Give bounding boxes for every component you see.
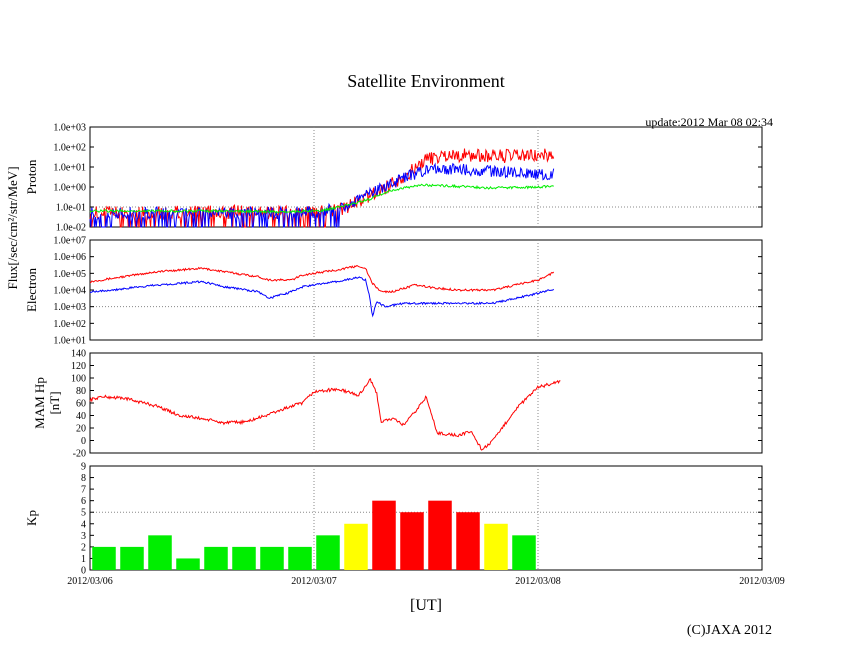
x-tick-label: 2012/03/08 [515, 576, 561, 587]
mam-hp-y-tick-label: -20 [73, 449, 86, 460]
kp-y-tick-label: 5 [81, 508, 86, 519]
proton-panel-frame [89, 126, 763, 228]
flux-shared-ylabel: Flux[/sec/cm²/str/MeV] [5, 166, 20, 289]
x-tick-label: 2012/03/06 [67, 576, 113, 587]
kp-bar [344, 523, 368, 570]
kp-y-tick-label: 1 [81, 554, 86, 565]
kp-bar [316, 535, 340, 570]
proton-y-tick-label: 1.0e+02 [53, 143, 86, 154]
proton-y-tick-label: 1.0e+01 [53, 163, 86, 174]
kp-bar [92, 546, 116, 570]
x-tick-label: 2012/03/09 [739, 576, 785, 587]
proton-green-series [89, 183, 554, 214]
electron-ylabel: Electron [24, 267, 39, 312]
kp-bar [120, 546, 144, 570]
electron-y-tick-label: 1.0e+02 [53, 319, 86, 330]
hp-red-series [89, 378, 561, 451]
electron-y-tick-label: 1.0e+07 [53, 236, 86, 247]
mam-hp-yunit: [nT] [47, 391, 62, 414]
proton-y-tick-label: 1.0e-01 [56, 203, 86, 214]
mam-hp-y-tick-label: 140 [71, 349, 86, 360]
kp-y-tick-label: 0 [81, 566, 86, 577]
kp-bar [484, 523, 508, 570]
chart-title: Satellite Environment [347, 71, 504, 91]
proton-ylabel: Proton [24, 159, 39, 194]
electron-y-tick-label: 1.0e+03 [53, 302, 86, 313]
mam-hp-y-tick-label: 100 [71, 374, 86, 385]
proton-y-tick-label: 1.0e-02 [56, 223, 86, 234]
proton-red-series [89, 148, 555, 228]
mam-hp-panel-frame [89, 352, 763, 454]
kp-y-tick-label: 9 [81, 462, 86, 473]
kp-panel-frame [89, 465, 763, 571]
electron-red-series [89, 265, 555, 294]
kp-y-tick-label: 7 [81, 485, 86, 496]
mam-hp-y-tick-label: 60 [76, 399, 86, 410]
electron-panel-frame [89, 239, 763, 341]
kp-y-tick-label: 2 [81, 542, 86, 553]
kp-bar [372, 500, 396, 570]
kp-bar [456, 512, 480, 570]
mam-hp-y-tick-label: 120 [71, 361, 86, 372]
x-tick-label: 2012/03/07 [291, 576, 337, 587]
proton-y-tick-label: 1.0e+00 [53, 183, 86, 194]
kp-bar [400, 512, 424, 570]
electron-y-tick-label: 1.0e+01 [53, 336, 86, 347]
mam-hp-y-tick-label: 20 [76, 424, 86, 435]
kp-bar [148, 535, 172, 570]
kp-bar [428, 500, 452, 570]
kp-bar [176, 558, 200, 570]
kp-bar [288, 546, 312, 570]
electron-blue-series [89, 276, 555, 318]
electron-y-tick-label: 1.0e+04 [53, 286, 86, 297]
proton-blue-series [89, 162, 555, 228]
kp-y-tick-label: 8 [81, 473, 86, 484]
kp-bar [260, 546, 284, 570]
electron-y-tick-label: 1.0e+05 [53, 269, 86, 280]
kp-ylabel: Kp [24, 510, 39, 526]
mam-hp-y-tick-label: 0 [81, 436, 86, 447]
copyright-label: (C)JAXA 2012 [687, 623, 772, 638]
proton-y-tick-label: 1.0e+03 [53, 123, 86, 134]
kp-y-tick-label: 3 [81, 531, 86, 542]
mam-hp-ylabel: MAM Hp [32, 377, 47, 429]
kp-bar [512, 535, 536, 570]
mam-hp-y-tick-label: 40 [76, 411, 86, 422]
kp-y-tick-label: 4 [81, 519, 86, 530]
x-axis-label: [UT] [410, 597, 442, 614]
kp-bar [232, 546, 256, 570]
kp-bar [204, 546, 228, 570]
update-timestamp: update:2012 Mar 08 02:34 [645, 115, 773, 129]
kp-y-tick-label: 6 [81, 496, 86, 507]
electron-y-tick-label: 1.0e+06 [53, 252, 86, 263]
mam-hp-y-tick-label: 80 [76, 386, 86, 397]
